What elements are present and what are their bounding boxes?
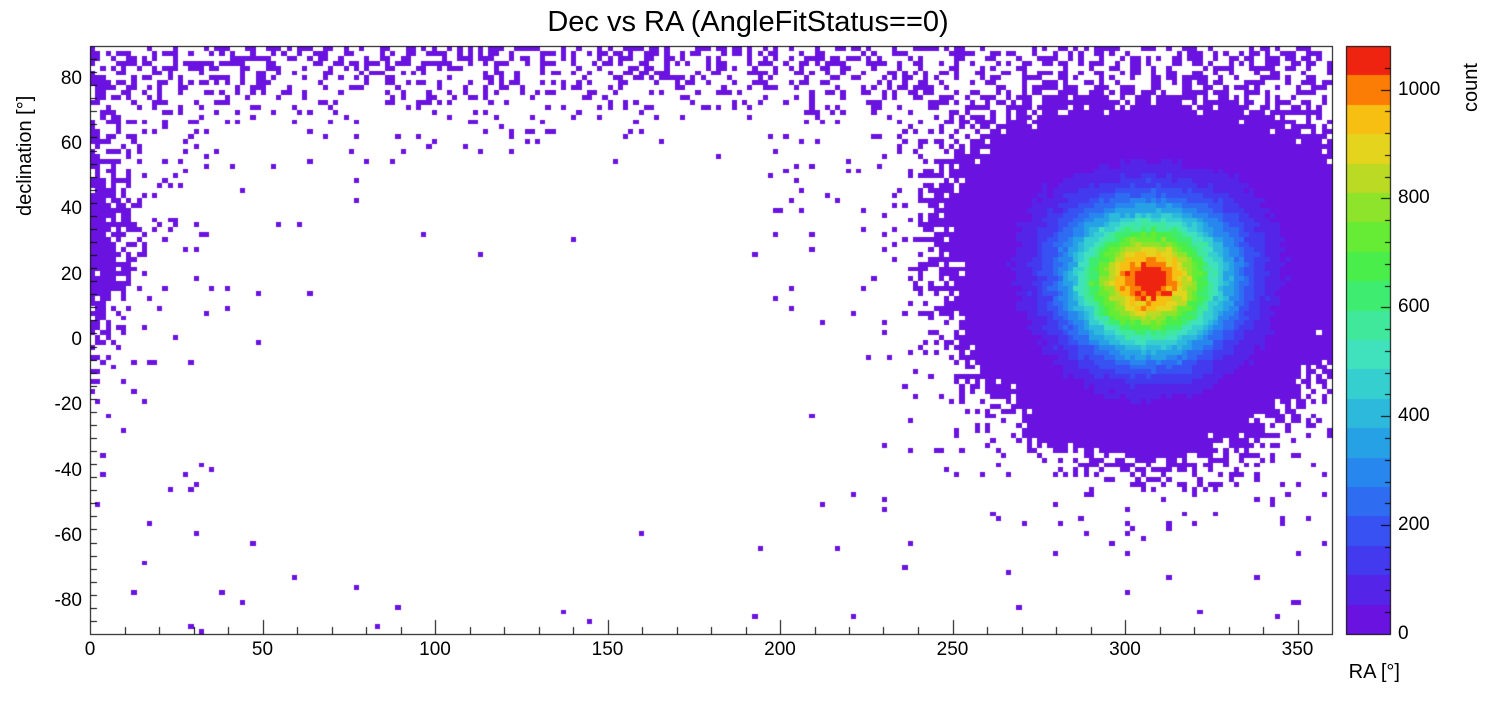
z-tick-label: 1000	[1398, 78, 1441, 100]
x-tick-label: 100	[419, 639, 451, 660]
z-axis-title: count	[1460, 63, 1482, 112]
x-tick-label: 50	[251, 639, 274, 660]
x-tick-label: 0	[84, 639, 96, 660]
y-axis-title: declination [°]	[14, 95, 36, 216]
x-tick-label: 200	[764, 639, 796, 660]
x-tick-label: 300	[1109, 639, 1141, 660]
x-tick-label: 250	[936, 639, 969, 660]
x-tick-label: 150	[591, 639, 624, 660]
z-tick-label: 600	[1398, 296, 1430, 318]
y-tick-label: -20	[54, 394, 82, 416]
x-axis-title: RA [°]	[1348, 661, 1400, 683]
z-tick-label: 400	[1398, 405, 1430, 427]
y-tick-label: -40	[54, 459, 82, 481]
z-tick-label: 200	[1398, 514, 1430, 536]
y-tick-label: 0	[71, 329, 82, 350]
y-tick-label: -60	[54, 525, 82, 546]
z-tick-label: 800	[1398, 187, 1430, 209]
y-tick-label: -80	[54, 590, 82, 612]
chart-title: Dec vs RA (AngleFitStatus==0)	[547, 6, 949, 38]
y-tick-label: 60	[60, 133, 82, 154]
y-tick-label: 20	[60, 263, 82, 285]
y-tick-label: 80	[60, 67, 82, 89]
y-tick-label: 40	[60, 198, 82, 220]
x-tick-label: 350	[1281, 639, 1314, 660]
z-tick-label: 0	[1398, 623, 1409, 644]
